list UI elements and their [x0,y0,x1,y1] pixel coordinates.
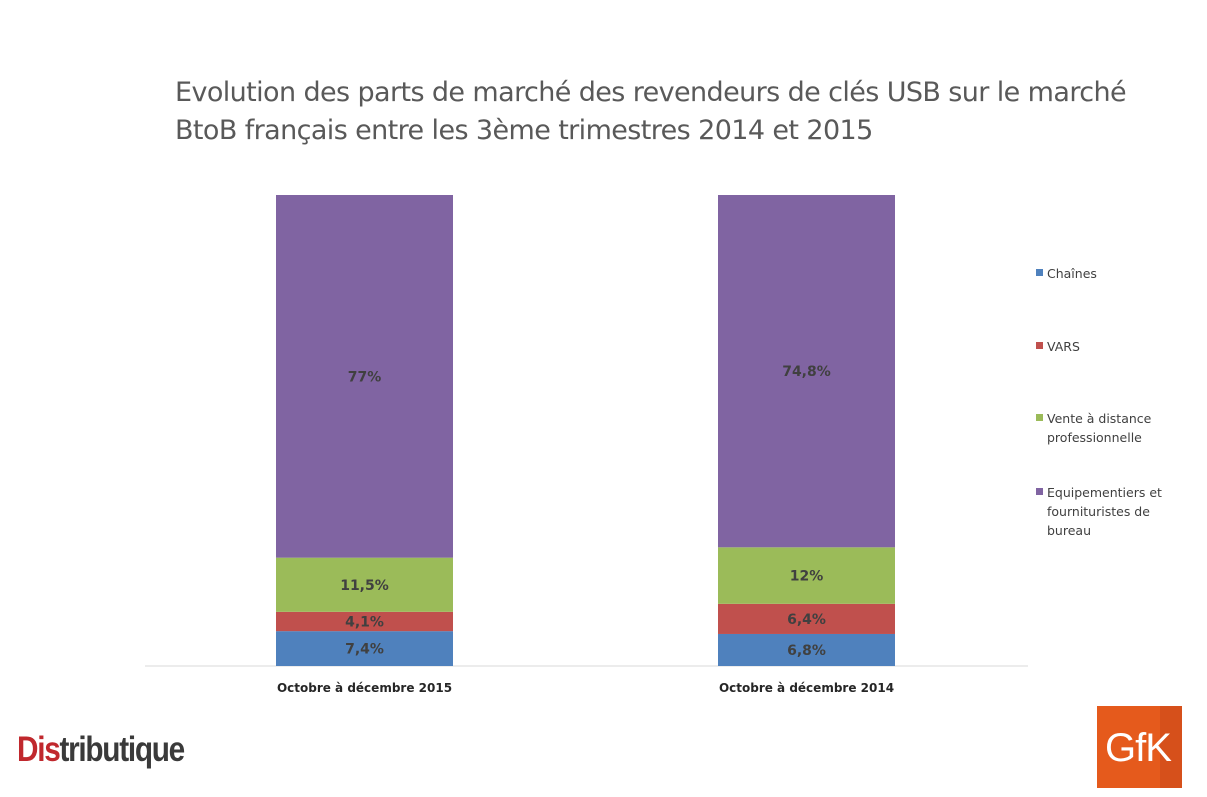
gfk-logo: GfK [1097,706,1182,788]
bar-segment [718,633,895,666]
legend-swatch [1036,414,1043,421]
chart-title: Evolution des parts de marché des revend… [175,77,1127,146]
legend-label: Chaînes [1047,266,1097,281]
legend-item: Equipementiers et fournituristes de bure… [1036,483,1177,540]
legend-swatch [1036,342,1043,349]
bar-segment [718,603,895,634]
data-label: 6,4% [787,612,826,628]
legend-label: Equipementiers et fournituristes de bure… [1047,485,1162,538]
legend-swatch [1036,488,1043,495]
bar-segment [276,611,453,632]
bar-group: 7,4% 4,1% 11,5% 77% Octobre à décembre 2015 6… [276,195,895,695]
legend-item: VARS [1036,337,1177,356]
data-label: 6,8% [787,643,826,659]
bar-segment [718,547,895,604]
data-label: 7,4% [345,642,384,658]
bar-segment [276,195,453,558]
data-label: 4,1% [345,614,384,630]
data-label: 11,5% [340,578,389,594]
bar-segment [276,631,453,666]
category-label: Octobre à décembre 2014 [719,681,894,695]
legend-swatch [1036,269,1043,276]
legend-label: Vente à distance professionnelle [1047,411,1152,445]
distributique-logo: Distributique [17,730,185,769]
bar-segment [718,195,895,548]
category-label: Octobre à décembre 2015 [277,681,452,695]
data-label: 74,8% [782,364,831,380]
legend-item: Chaînes [1036,264,1177,283]
legend-item: Vente à distance professionnelle [1036,409,1177,447]
data-label: 12% [790,569,824,585]
bar-segment [276,557,453,612]
legend-label: VARS [1047,339,1080,354]
data-label: 77% [348,369,382,385]
